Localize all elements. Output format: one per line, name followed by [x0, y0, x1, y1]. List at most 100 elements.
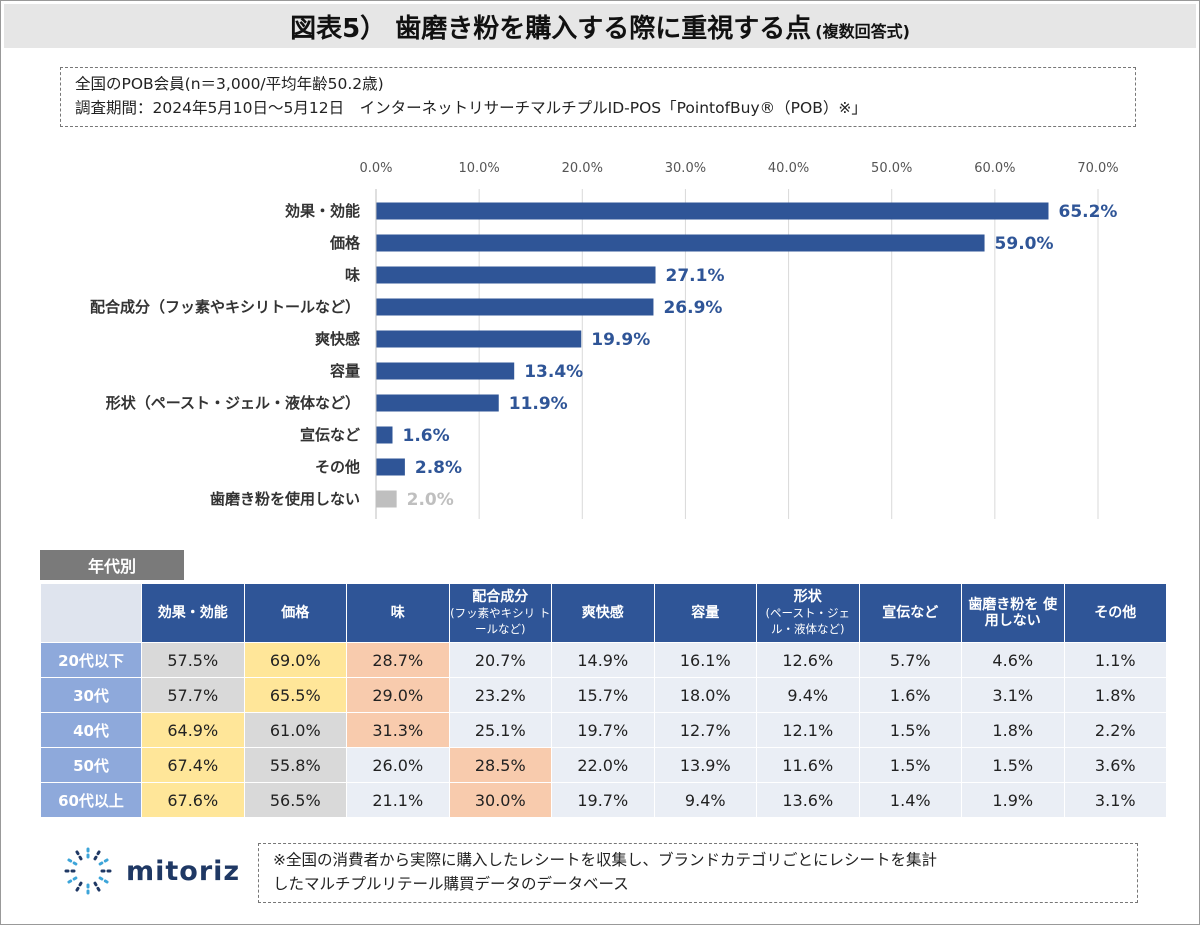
category-label: 歯磨き粉を使用しない	[210, 490, 360, 508]
table-cell: 26.0%	[346, 747, 450, 783]
footnote-box: ※全国の消費者から実際に購入したレシートを収集し、ブランドカテゴリごとにレシート…	[258, 843, 1138, 903]
data-label: 59.0%	[995, 234, 1054, 254]
category-label: 効果・効能	[285, 202, 360, 220]
column-header: 爽快感	[551, 583, 655, 643]
table-row: 30代 57.7% 65.5% 29.0% 23.2% 15.7% 18.0% 9.4% 1.6…	[40, 677, 1167, 713]
x-tick-label: 50.0%	[871, 161, 912, 176]
x-tick-label: 30.0%	[665, 161, 706, 176]
bar	[376, 298, 654, 316]
table-cell: 3.1%	[961, 677, 1065, 713]
table-cell: 67.6%	[141, 782, 245, 818]
row-header: 20代以下	[40, 642, 142, 678]
column-header-label: その他	[1094, 605, 1137, 621]
data-label: 2.8%	[415, 458, 462, 478]
x-tick-label: 0.0%	[359, 161, 392, 176]
age-section-tab: 年代別	[40, 550, 184, 580]
table-row: 50代 67.4% 55.8% 26.0% 28.5% 22.0% 13.9% 11.6% 1.…	[40, 747, 1167, 783]
table-cell: 29.0%	[346, 677, 450, 713]
logo-text: mitoriz	[126, 855, 241, 887]
table-cell: 1.1%	[1063, 642, 1167, 678]
bar	[376, 330, 582, 348]
data-label: 2.0%	[407, 490, 454, 510]
column-header-label: 価格	[281, 605, 310, 621]
category-label: 爽快感	[315, 330, 360, 348]
table-cell: 12.1%	[756, 712, 860, 748]
table-cell: 69.0%	[243, 642, 347, 678]
table-cell: 1.4%	[858, 782, 962, 818]
table-cell: 1.5%	[961, 747, 1065, 783]
chart-title: 図表5） 歯磨き粉を購入する際に重視する点	[290, 13, 812, 44]
table-cell: 55.8%	[243, 747, 347, 783]
table-cell: 22.0%	[551, 747, 655, 783]
table-cell: 31.3%	[346, 712, 450, 748]
table-cell: 20.7%	[448, 642, 552, 678]
table-cell: 1.5%	[858, 747, 962, 783]
column-header-label: 味	[390, 605, 405, 621]
bar	[376, 426, 393, 444]
brand-logo: mitoriz	[60, 843, 240, 899]
table-corner-cell	[40, 583, 142, 643]
row-header: 30代	[40, 677, 142, 713]
bar-chart: 0.0% 10.0% 20.0% 30.0% 40.0% 50.0% 60.0% 70.0% 効…	[90, 161, 1119, 519]
table-row: 40代 64.9% 61.0% 31.3% 25.1% 19.7% 12.7% 12.1% 1.…	[40, 712, 1167, 748]
table-cell: 3.6%	[1063, 747, 1167, 783]
x-tick-label: 60.0%	[974, 161, 1015, 176]
column-header: 歯磨き粉を 使用しない	[961, 583, 1065, 643]
column-header-label: 歯磨き粉を 使用しない	[968, 597, 1058, 629]
table-cell: 1.5%	[858, 712, 962, 748]
column-header: 宣伝など	[858, 583, 962, 643]
table-cell: 23.2%	[448, 677, 552, 713]
table-cell: 57.5%	[141, 642, 245, 678]
table-cell: 25.1%	[448, 712, 552, 748]
column-header: 容量	[653, 583, 757, 643]
column-header-label: 容量	[691, 605, 720, 621]
column-header-label: 効果・効能	[157, 605, 228, 621]
table-row: 60代以上 67.6% 56.5% 21.1% 30.0% 19.7% 9.4% 13.6% 1…	[40, 782, 1167, 818]
table-cell: 1.6%	[858, 677, 962, 713]
age-breakdown-table: 効果・効能 価格 味 配合成分 (フッ素やキシリ トールなど) 爽快感 容量 形状 (ペースト・…	[40, 583, 1167, 818]
table-cell: 64.9%	[141, 712, 245, 748]
burst-ray	[93, 848, 102, 861]
data-label: 13.4%	[524, 362, 583, 382]
x-tick-label: 20.0%	[562, 161, 603, 176]
column-header-label: 爽快感	[581, 605, 624, 621]
burst-ray	[93, 881, 102, 894]
table-cell: 67.4%	[141, 747, 245, 783]
table-cell: 65.5%	[243, 677, 347, 713]
table-cell: 4.6%	[961, 642, 1065, 678]
table-cell: 19.7%	[551, 782, 655, 818]
table-cell: 1.8%	[961, 712, 1065, 748]
table-cell: 13.9%	[653, 747, 757, 783]
burst-ray	[65, 876, 78, 885]
burst-icon	[62, 845, 114, 897]
bar	[376, 394, 499, 412]
table-cell: 11.6%	[756, 747, 860, 783]
column-header: 価格	[243, 583, 347, 643]
bar	[376, 362, 515, 380]
table-cell: 1.9%	[961, 782, 1065, 818]
burst-ray	[65, 857, 78, 866]
row-header: 40代	[40, 712, 142, 748]
column-header-sublabel: (ペースト・ジェ ル・液体など)	[765, 606, 850, 636]
table-cell: 13.6%	[756, 782, 860, 818]
table-cell: 61.0%	[243, 712, 347, 748]
table-cell: 2.2%	[1063, 712, 1167, 748]
burst-ray	[74, 881, 83, 894]
data-label: 27.1%	[666, 266, 725, 286]
bar	[376, 202, 1049, 220]
row-header: 60代以上	[40, 782, 142, 818]
table-cell: 30.0%	[448, 782, 552, 818]
table-row: 20代以下 57.5% 69.0% 28.7% 20.7% 14.9% 16.1% 12.6%…	[40, 642, 1167, 678]
column-header-sublabel: (フッ素やキシリ トールなど)	[450, 606, 551, 636]
category-label: 容量	[329, 362, 360, 380]
bar	[376, 234, 985, 252]
data-label: 1.6%	[403, 426, 450, 446]
table-cell: 18.0%	[653, 677, 757, 713]
title-bar: 図表5） 歯磨き粉を購入する際に重視する点 (複数回答式)	[4, 4, 1196, 48]
table-cell: 9.4%	[653, 782, 757, 818]
column-header: 効果・効能	[141, 583, 245, 643]
x-tick-label: 70.0%	[1077, 161, 1118, 176]
x-tick-label: 10.0%	[458, 161, 499, 176]
survey-sample-info: 全国のPOB会員(n＝3,000/平均年齢50.2歳)	[75, 75, 384, 93]
column-header-label: 配合成分	[472, 589, 529, 605]
